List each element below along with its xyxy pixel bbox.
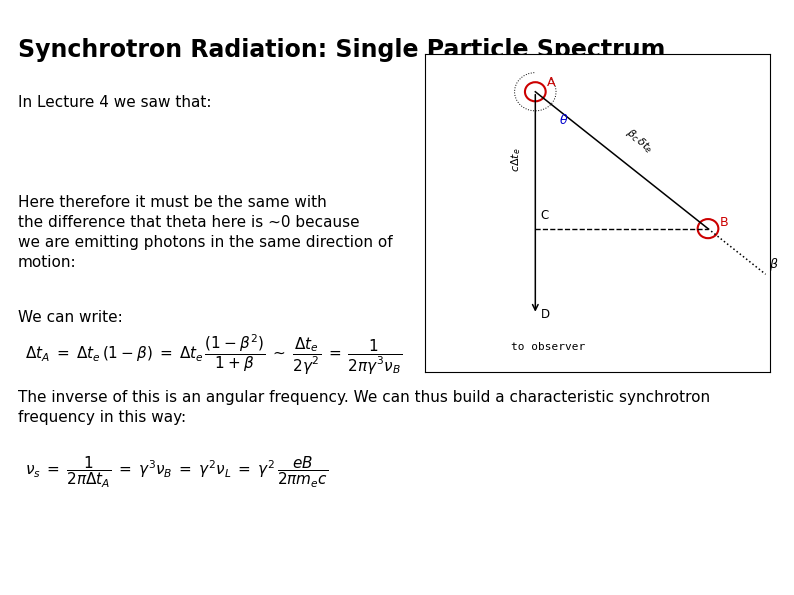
Text: $c\Delta t_e$: $c\Delta t_e$	[510, 148, 523, 173]
Text: A: A	[547, 76, 556, 89]
Text: C: C	[541, 209, 549, 222]
Text: D: D	[541, 308, 549, 321]
Text: In Lecture 4 we saw that:: In Lecture 4 we saw that:	[18, 95, 211, 110]
Text: Synchrotron Radiation: Single Particle Spectrum: Synchrotron Radiation: Single Particle S…	[18, 38, 665, 62]
Text: $\Delta t_A \;=\; \Delta t_e\,(1 - \beta) \;=\; \Delta t_e\,\dfrac{(1-\beta^2)}{: $\Delta t_A \;=\; \Delta t_e\,(1 - \beta…	[25, 333, 402, 377]
Text: We can write:: We can write:	[18, 310, 123, 325]
Text: frequency in this way:: frequency in this way:	[18, 410, 186, 425]
Text: to observer: to observer	[511, 342, 585, 352]
Text: $\beta$: $\beta$	[769, 256, 779, 273]
Text: the difference that theta here is ~0 because: the difference that theta here is ~0 bec…	[18, 215, 360, 230]
Text: The inverse of this is an angular frequency. We can thus build a characteristic : The inverse of this is an angular freque…	[18, 390, 710, 405]
Text: $\theta$: $\theta$	[560, 114, 569, 127]
Text: Here therefore it must be the same with: Here therefore it must be the same with	[18, 195, 327, 210]
Text: B: B	[720, 216, 729, 228]
Text: $\nu_s \;=\; \dfrac{1}{2\pi\Delta t_A} \;=\; \gamma^3\nu_B \;=\; \gamma^2\nu_L\;: $\nu_s \;=\; \dfrac{1}{2\pi\Delta t_A} \…	[25, 454, 328, 490]
Text: we are emitting photons in the same direction of: we are emitting photons in the same dire…	[18, 235, 392, 250]
Text: $\beta_c\,\delta t_e$: $\beta_c\,\delta t_e$	[622, 126, 655, 156]
Text: motion:: motion:	[18, 255, 77, 270]
